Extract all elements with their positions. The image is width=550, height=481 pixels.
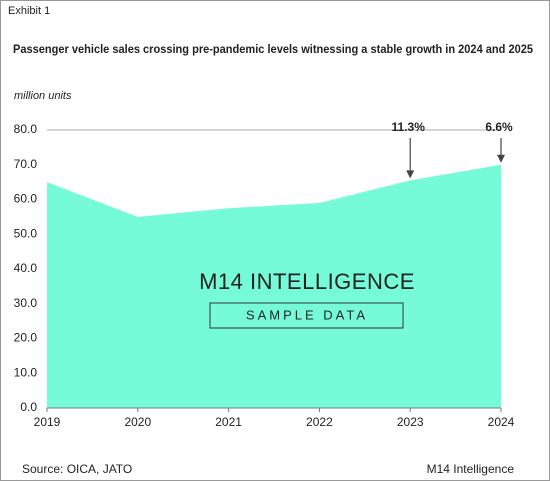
arrow-head [497, 154, 505, 163]
x-tick-label: 2023 [397, 415, 424, 429]
x-tick-label: 2019 [34, 415, 61, 429]
x-tick-label: 2021 [215, 415, 242, 429]
y-tick-label: 70.0 [14, 157, 38, 171]
source: Source: OICA, JATO [22, 462, 132, 476]
y-tick-label: 10.0 [14, 365, 38, 379]
y-tick-label: 40.0 [14, 261, 38, 275]
watermark-box [209, 302, 404, 329]
x-tick-label: 2020 [124, 415, 151, 429]
y-tick-label: 50.0 [14, 226, 38, 240]
footer-brand: M14 Intelligence [427, 462, 515, 476]
watermark-stamp: SAMPLE DATA [246, 307, 368, 322]
x-tick-label: 2022 [306, 415, 333, 429]
chart-title: Passenger vehicle sales crossing pre-pan… [13, 42, 533, 56]
plot: 0.0 10.0 20.0 30.0 40.0 50.0 60.0 70.0 80.0 2019 2… [14, 120, 515, 429]
watermark-brand: M14 INTELLIGENCE [199, 269, 415, 294]
y-axis-title: million units [14, 90, 72, 102]
exhibit-label: Exhibit 1 [8, 5, 50, 17]
area [47, 164, 501, 408]
y-tick-label: 60.0 [14, 192, 38, 206]
arrow-head [406, 170, 415, 179]
y-tick-label: 20.0 [14, 331, 38, 345]
y-tick-label: 0.0 [20, 400, 37, 414]
annotation: 11.3% [392, 120, 426, 134]
annotation: 6.6% [485, 120, 513, 134]
y-tick-label: 30.0 [14, 296, 38, 310]
y-tick-label: 80.0 [14, 122, 38, 136]
x-tick-label: 2024 [488, 415, 515, 429]
